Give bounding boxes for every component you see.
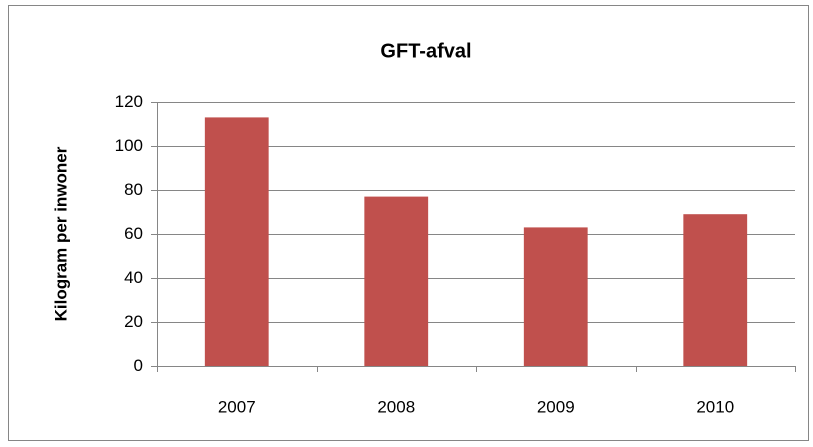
y-axis-label: Kilogram per inwoner: [51, 146, 70, 321]
bar: [364, 196, 429, 366]
bar: [204, 117, 269, 367]
y-tick-label: 120: [115, 92, 143, 111]
y-tick-label: 40: [124, 268, 143, 287]
bar: [523, 227, 588, 366]
x-tick-label: 2008: [377, 397, 415, 416]
chart-title: GFT-afval: [380, 40, 471, 62]
x-tick-label: 2009: [537, 397, 575, 416]
y-tick-label: 100: [115, 136, 143, 155]
x-tick-label: 2007: [218, 397, 256, 416]
bar: [683, 214, 748, 366]
y-tick-label: 60: [124, 224, 143, 243]
y-tick-label: 20: [124, 312, 143, 331]
y-tick-label: 80: [124, 180, 143, 199]
y-tick-label: 0: [134, 356, 143, 375]
x-tick-label: 2010: [696, 397, 734, 416]
